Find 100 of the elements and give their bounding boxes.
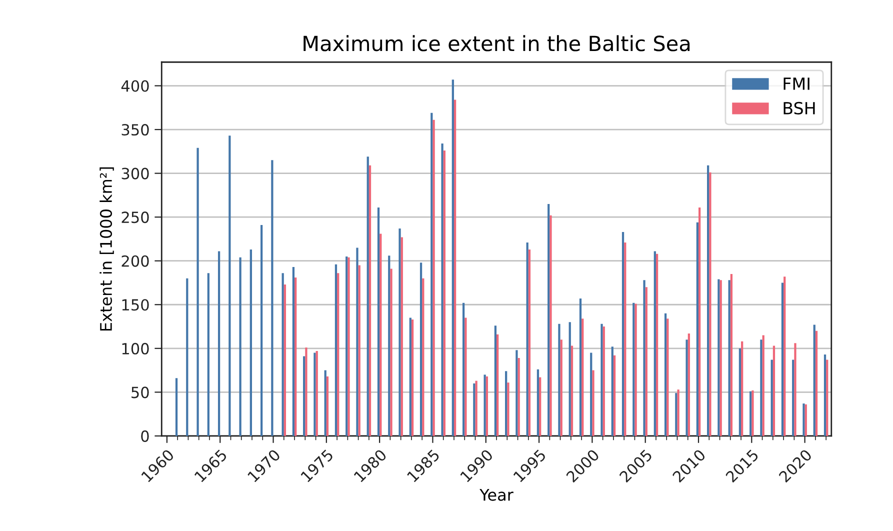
bar	[536, 369, 540, 436]
y-tick-label: 250	[122, 212, 149, 224]
bar	[380, 234, 382, 436]
bar	[570, 346, 574, 436]
bar	[770, 360, 773, 436]
bar	[677, 390, 680, 436]
bar	[550, 215, 552, 436]
bar	[590, 352, 592, 436]
bar	[334, 264, 338, 436]
bar	[826, 360, 828, 436]
bar	[377, 207, 380, 436]
bar	[582, 318, 584, 436]
bar	[558, 324, 560, 436]
bar	[390, 268, 392, 436]
bar	[250, 249, 252, 436]
bar	[430, 112, 433, 436]
bar	[664, 313, 667, 436]
bar	[686, 340, 688, 436]
bar	[813, 324, 816, 436]
y-tick-label: 150	[122, 299, 149, 311]
bar	[400, 237, 403, 436]
bar	[707, 165, 710, 436]
bar	[784, 276, 786, 436]
y-tick-label: 50	[132, 386, 149, 398]
bar	[622, 232, 624, 436]
bar	[294, 277, 297, 436]
y-tick-label: 200	[122, 255, 149, 267]
bar	[505, 371, 508, 436]
bar	[420, 262, 422, 436]
bar	[494, 326, 497, 436]
bar	[696, 222, 698, 436]
bar	[475, 380, 478, 436]
bar	[388, 256, 390, 436]
legend-label: BSH	[784, 102, 815, 114]
bar	[518, 358, 520, 436]
bar	[762, 335, 764, 436]
bar	[260, 224, 263, 436]
bar	[528, 249, 531, 436]
bar	[305, 348, 308, 436]
bar	[473, 383, 476, 436]
bar	[611, 346, 614, 436]
bar	[186, 278, 188, 436]
bar	[284, 284, 286, 436]
bar	[548, 204, 550, 436]
bar	[175, 378, 178, 436]
chart-title: Maximum ice extent in the Baltic Sea	[304, 35, 690, 52]
legend-label: FMI	[784, 78, 810, 90]
bar	[486, 376, 488, 436]
bar	[292, 266, 295, 436]
bar	[409, 318, 412, 436]
bar	[568, 322, 571, 436]
bar	[613, 355, 616, 436]
bar	[443, 150, 446, 436]
bar	[560, 340, 562, 436]
bar	[602, 326, 605, 436]
y-tick-label: 400	[121, 80, 149, 92]
bar	[579, 298, 582, 436]
bar	[824, 354, 826, 436]
bar	[337, 273, 340, 436]
bar	[452, 80, 454, 436]
bar	[728, 280, 730, 436]
bar	[432, 120, 435, 436]
bar	[368, 165, 372, 436]
bar	[324, 370, 326, 436]
y-axis-title: Extent in [1000 km²]	[100, 167, 114, 331]
bar	[539, 377, 542, 436]
bar	[781, 282, 784, 436]
bar	[326, 376, 329, 436]
bar	[675, 393, 678, 436]
bar	[422, 278, 424, 436]
x-axis-title: Year	[480, 488, 514, 501]
bar	[645, 287, 648, 436]
bar	[398, 228, 401, 436]
bar	[772, 346, 776, 436]
bar	[441, 144, 444, 436]
bar	[643, 280, 646, 436]
bar	[792, 360, 794, 436]
y-tick-label: 0	[141, 430, 149, 442]
bar	[303, 356, 306, 436]
bar	[730, 274, 733, 436]
bar	[815, 330, 818, 436]
bar	[592, 370, 594, 436]
bar	[698, 207, 701, 436]
bar	[516, 350, 518, 436]
bar	[624, 242, 626, 436]
bar	[654, 251, 656, 436]
bar	[496, 334, 499, 436]
bar	[656, 254, 658, 436]
bar	[271, 160, 274, 436]
bar	[228, 136, 231, 436]
bar	[358, 265, 360, 436]
bar	[239, 257, 242, 436]
bar	[462, 302, 465, 436]
bar	[282, 273, 284, 436]
bar	[526, 242, 528, 436]
bar	[218, 251, 220, 436]
bar	[454, 100, 456, 436]
bar	[794, 343, 796, 436]
bar	[196, 148, 199, 436]
bar	[411, 320, 414, 436]
